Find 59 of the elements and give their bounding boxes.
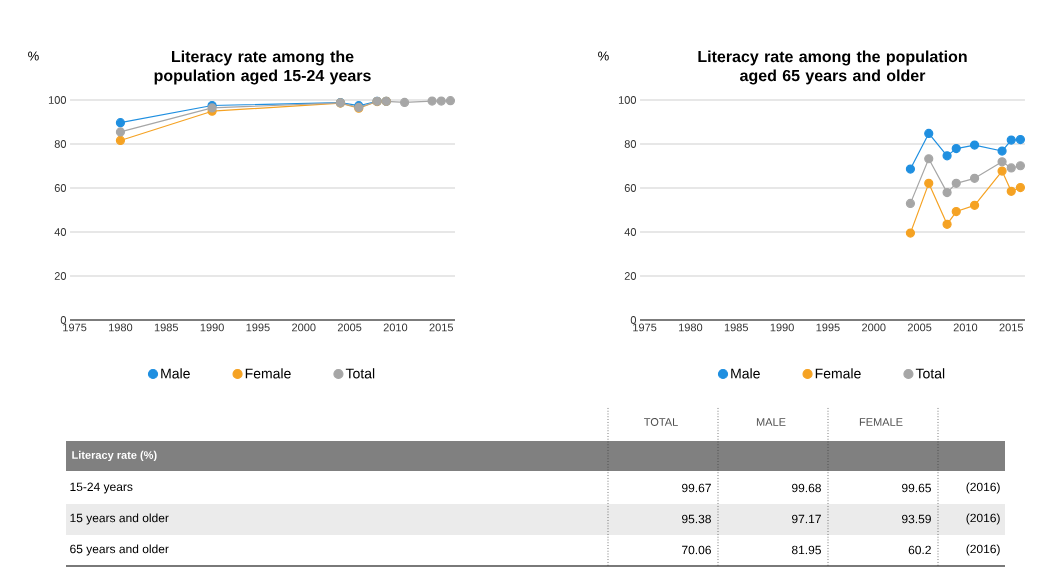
data-label: 60.2 xyxy=(908,545,931,555)
x-tick-label: 2005 xyxy=(337,323,362,332)
x-tick-label: 1985 xyxy=(724,323,749,332)
data-label: 95.38 xyxy=(682,514,711,524)
x-tick-label: 2005 xyxy=(907,323,932,332)
legend-label: Total xyxy=(345,368,375,379)
x-tick-label: 1975 xyxy=(633,323,657,332)
x-tick-label: 1985 xyxy=(154,323,179,332)
x-tick-label: 1990 xyxy=(200,323,224,332)
x-tick-label: 1980 xyxy=(679,323,703,332)
x-tick-label: 1975 xyxy=(63,323,87,332)
text: (2016) xyxy=(966,544,1000,556)
text: (2016) xyxy=(966,482,1000,494)
y-tick-label: 100 xyxy=(48,96,67,104)
y-tick-label: 60 xyxy=(54,184,67,192)
x-tick-label: 1980 xyxy=(109,323,133,332)
x-tick-label: 2000 xyxy=(292,323,316,332)
y-tick-label: 40 xyxy=(624,228,637,236)
x-tick-label: 2015 xyxy=(999,323,1024,332)
x-tick-label: 1995 xyxy=(816,323,840,332)
text: MALE xyxy=(756,418,786,426)
text: Literacy rate (%) xyxy=(72,450,157,462)
data-label: 99.65 xyxy=(902,483,931,493)
y-tick-label: 20 xyxy=(624,272,637,280)
x-tick-label: 2010 xyxy=(953,323,978,332)
text: (2016) xyxy=(966,513,1000,525)
text: TOTAL xyxy=(644,418,678,426)
y-axis-title: % xyxy=(598,51,609,61)
y-tick-label: 0 xyxy=(60,316,67,324)
x-tick-label: 2010 xyxy=(383,323,408,332)
legend-label: Male xyxy=(731,368,760,379)
legend-label: Male xyxy=(161,368,190,379)
data-label: 81.95 xyxy=(791,545,821,555)
x-tick-label: 1995 xyxy=(246,323,270,332)
category-label: 15-24 years xyxy=(70,482,133,494)
data-label: 97.17 xyxy=(792,514,821,524)
y-tick-label: 20 xyxy=(54,272,67,280)
data-label: 99.68 xyxy=(792,483,821,493)
x-tick-label: 2000 xyxy=(862,323,886,332)
y-axis-title: % xyxy=(28,51,39,61)
x-tick-label: 2015 xyxy=(429,323,454,332)
data-label: 93.59 xyxy=(902,514,931,524)
y-tick-label: 40 xyxy=(54,228,67,236)
category-label: 65 years and older xyxy=(70,544,169,556)
data-label: 99.67 xyxy=(682,483,711,493)
y-tick-label: 80 xyxy=(624,140,637,148)
x-tick-label: 1990 xyxy=(770,323,794,332)
y-tick-label: 80 xyxy=(54,140,67,148)
category-label: 15 years and older xyxy=(70,513,169,525)
y-tick-label: 60 xyxy=(624,184,637,192)
text: FEMALE xyxy=(859,418,903,426)
chart-title: Literacy rate among the population aged 65 years and older xyxy=(698,50,967,85)
legend-label: Female xyxy=(815,368,861,379)
y-tick-label: 0 xyxy=(630,316,637,324)
data-label: 70.06 xyxy=(682,545,711,555)
chart-title: Literacy rate among the population aged 15-24 years xyxy=(154,50,371,85)
legend-label: Total xyxy=(915,368,945,379)
legend-label: Female xyxy=(245,368,291,379)
y-tick-label: 100 xyxy=(618,96,637,104)
